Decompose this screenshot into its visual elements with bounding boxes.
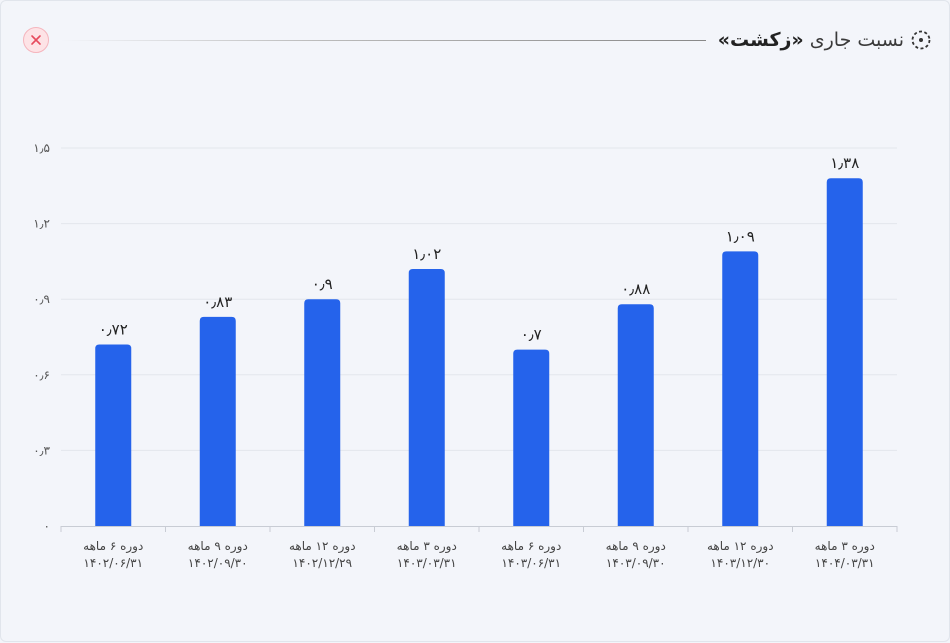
data-label: ۰٫۷۲ [99, 321, 128, 339]
x-tick-label: دوره ۶ ماهه [501, 539, 561, 554]
x-tick-label-date: ۱۴۰۳/۰۹/۳۰ [606, 556, 666, 570]
x-tick-label-date: ۱۴۰۴/۰۳/۳۱ [815, 556, 875, 570]
x-tick-label: دوره ۳ ماهه [397, 539, 457, 554]
bar [95, 344, 132, 526]
close-button[interactable] [23, 27, 49, 53]
header-divider [61, 39, 706, 41]
y-tick-label: ۰٫۹ [33, 292, 50, 306]
y-tick-label: ۰٫۶ [33, 368, 50, 382]
x-tick-label-date: ۱۴۰۳/۱۲/۳۰ [710, 556, 770, 570]
x-tick-label: دوره ۹ ماهه [606, 539, 666, 554]
y-tick-label: ۱٫۵ [33, 141, 50, 155]
bar [722, 251, 759, 526]
x-tick-label: دوره ۶ ماهه [83, 539, 143, 554]
x-tick-label: دوره ۱۲ ماهه [289, 539, 356, 554]
y-tick-label: ۱٫۲ [33, 217, 50, 231]
data-label: ۰٫۸۸ [621, 280, 650, 298]
bar [304, 299, 341, 526]
data-label: ۰٫۸۳ [203, 293, 232, 311]
dashed-circle-dot-icon [911, 30, 931, 50]
bar [408, 268, 445, 526]
x-tick-label-date: ۱۴۰۳/۰۳/۳۱ [397, 556, 457, 570]
data-label: ۱٫۰۲ [412, 245, 441, 263]
data-label: ۱٫۳۸ [830, 154, 859, 172]
y-tick-label: ۰٫۳ [33, 443, 50, 457]
bar [199, 316, 236, 526]
y-tick-label: ۰ [44, 519, 50, 533]
x-tick-label-date: ۱۴۰۲/۱۲/۲۹ [292, 556, 352, 570]
x-tick-label: دوره ۱۲ ماهه [707, 539, 774, 554]
bar [513, 349, 550, 526]
bar [617, 304, 654, 526]
x-tick-label-date: ۱۴۰۲/۰۹/۳۰ [188, 556, 248, 570]
chart-title: نسبت جاری «زکشت» [717, 29, 904, 51]
x-tick-label: دوره ۳ ماهه [815, 539, 875, 554]
chart-header: نسبت جاری «زکشت» [23, 23, 931, 57]
data-label: ۱٫۰۹ [726, 227, 755, 245]
x-tick-label-date: ۱۴۰۲/۰۶/۳۱ [83, 556, 143, 570]
x-tick-label: دوره ۹ ماهه [188, 539, 248, 554]
data-label: ۰٫۹ [312, 275, 333, 293]
close-icon[interactable] [30, 34, 42, 46]
bar [826, 178, 863, 527]
x-tick-label-date: ۱۴۰۳/۰۶/۳۱ [501, 556, 561, 570]
data-label: ۰٫۷ [521, 326, 542, 344]
